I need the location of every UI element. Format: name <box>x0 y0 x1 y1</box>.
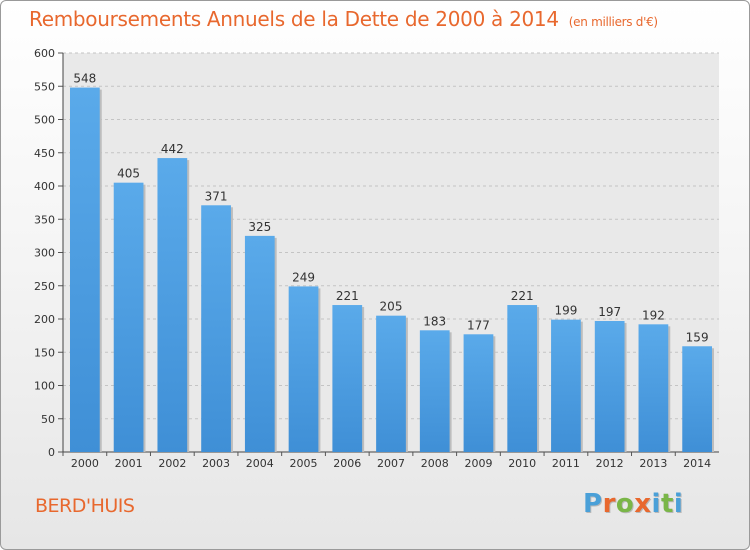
y-tick-label: 100 <box>34 380 55 393</box>
value-label-2006: 221 <box>336 289 359 303</box>
y-tick-label: 150 <box>34 346 55 359</box>
value-label-2000: 548 <box>73 72 96 86</box>
value-label-2004: 325 <box>248 220 271 234</box>
value-label-2003: 371 <box>205 189 228 203</box>
bar-2010 <box>507 305 538 452</box>
logo-letter: i <box>673 489 684 519</box>
bar-2000 <box>69 87 100 452</box>
x-tick-label-2004: 2004 <box>246 457 274 470</box>
labels: 0 50 100 150 200 250 300 350 400 450 500 550 600 548 2… <box>34 47 711 470</box>
bar-2009 <box>463 334 494 452</box>
x-tick-label-2011: 2011 <box>552 457 580 470</box>
value-label-2013: 192 <box>642 308 665 322</box>
value-label-2010: 221 <box>511 289 534 303</box>
bar-2005 <box>288 286 319 452</box>
x-tick-label-2012: 2012 <box>596 457 624 470</box>
logo-letter: o <box>615 489 635 519</box>
bar-2008 <box>419 330 450 452</box>
x-tick-label-2007: 2007 <box>377 457 405 470</box>
y-tick-label: 400 <box>34 180 55 193</box>
chart-unit: (en milliers d'€) <box>568 15 658 29</box>
logo-letter: x <box>634 489 652 519</box>
bar-2006 <box>332 305 363 452</box>
y-tick-label: 300 <box>34 247 55 260</box>
value-label-2001: 405 <box>117 167 140 181</box>
bar-2011 <box>551 319 581 452</box>
y-tick-label: 0 <box>48 446 55 459</box>
bar-2007 <box>376 315 406 452</box>
logo-letter: i <box>651 489 661 519</box>
bar-2003 <box>201 205 231 452</box>
value-label-2007: 205 <box>380 300 403 314</box>
value-label-2005: 249 <box>292 270 315 284</box>
x-tick-label-2006: 2006 <box>333 457 361 470</box>
x-tick-label-2001: 2001 <box>115 457 143 470</box>
place-name: BERD'HUIS <box>35 495 135 517</box>
value-label-2008: 183 <box>423 314 446 328</box>
chart-title: Remboursements Annuels de la Dette de 20… <box>29 7 658 31</box>
y-tick-label: 200 <box>34 313 55 326</box>
bar-2004 <box>244 235 275 452</box>
chart-title-text: Remboursements Annuels de la Dette de 20… <box>29 7 559 31</box>
proxiti-logo: Proxiti <box>583 489 683 519</box>
value-label-2009: 177 <box>467 318 490 332</box>
logo-letter: r <box>602 489 616 519</box>
bars <box>69 87 715 453</box>
y-tick-label: 350 <box>34 213 55 226</box>
x-tick-label-2013: 2013 <box>639 457 667 470</box>
value-label-2011: 199 <box>554 304 577 318</box>
x-tick-label-2009: 2009 <box>464 457 492 470</box>
logo-letter: t <box>660 489 674 519</box>
x-tick-label-2014: 2014 <box>683 457 711 470</box>
x-tick-label-2000: 2000 <box>71 457 99 470</box>
bar-2012 <box>594 320 625 452</box>
x-tick-label-2003: 2003 <box>202 457 230 470</box>
bar-2001 <box>113 182 144 453</box>
logo-letter: P <box>583 489 603 519</box>
y-tick-label: 450 <box>34 147 55 160</box>
value-label-2014: 159 <box>686 330 709 344</box>
value-label-2002: 442 <box>161 142 184 156</box>
x-tick-label-2002: 2002 <box>158 457 186 470</box>
y-tick-label: 50 <box>41 413 55 426</box>
value-label-2012: 197 <box>598 305 621 319</box>
bar-2013 <box>638 324 669 452</box>
y-tick-label: 600 <box>34 47 55 60</box>
bar-2002 <box>157 158 188 452</box>
x-tick-label-2008: 2008 <box>421 457 449 470</box>
x-tick-label-2010: 2010 <box>508 457 536 470</box>
y-tick-label: 250 <box>34 280 55 293</box>
bar-2014 <box>682 346 713 452</box>
x-tick-label-2005: 2005 <box>290 457 318 470</box>
y-tick-label: 550 <box>34 80 55 93</box>
y-tick-label: 500 <box>34 114 55 127</box>
